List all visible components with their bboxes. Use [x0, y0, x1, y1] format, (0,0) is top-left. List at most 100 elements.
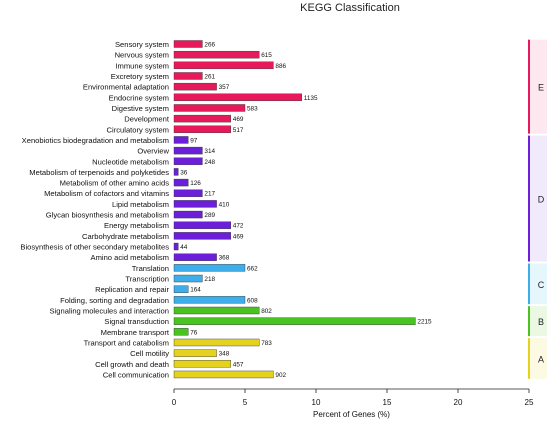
category-label: Environmental adaptation [83, 83, 169, 92]
category-label: Amino acid metabolism [91, 253, 170, 262]
category-label: Glycan biosynthesis and metabolism [46, 211, 169, 220]
bar [173, 72, 203, 80]
bar [173, 317, 416, 325]
bar [173, 136, 189, 144]
count-label: 314 [204, 148, 215, 155]
count-label: 608 [247, 297, 258, 304]
count-label: 469 [233, 233, 244, 240]
group-band-a [529, 338, 547, 379]
count-label: 783 [261, 340, 272, 347]
group-band-b [529, 306, 547, 337]
category-label: Endocrine system [109, 93, 169, 102]
category-label: Cell communication [103, 370, 169, 379]
category-label: Translation [132, 264, 169, 273]
count-label: 44 [180, 244, 188, 251]
group-label-b: B [538, 317, 544, 327]
bar [173, 114, 231, 123]
bar [173, 264, 246, 272]
count-label: 357 [219, 84, 230, 91]
group-label-a: A [538, 354, 544, 364]
x-tick-label: 10 [312, 398, 321, 407]
count-label: 410 [219, 201, 230, 208]
count-label: 76 [190, 329, 198, 336]
category-label: Cell motility [130, 349, 169, 358]
category-label: Sensory system [115, 40, 169, 49]
chart-title: KEGG Classification [300, 2, 400, 14]
group-band-d [529, 135, 547, 262]
category-label: Transcription [125, 275, 169, 284]
count-label: 126 [190, 180, 201, 187]
count-label: 248 [204, 159, 215, 166]
bar [173, 285, 189, 293]
count-label: 97 [190, 137, 198, 144]
bar [173, 360, 231, 368]
count-label: 368 [219, 255, 230, 262]
x-tick-label: 5 [243, 398, 248, 407]
group-label-d: D [538, 195, 545, 205]
category-label: Signaling molecules and interaction [50, 307, 169, 316]
count-label: 886 [275, 63, 286, 70]
category-label: Biosynthesis of other secondary metaboli… [20, 243, 169, 252]
x-axis-label: Percent of Genes (%) [313, 410, 390, 419]
count-label: 261 [204, 73, 215, 80]
category-label: Membrane transport [101, 328, 170, 337]
category-label: Overview [137, 147, 169, 156]
count-label: 902 [275, 372, 286, 379]
group-label-c: C [538, 280, 545, 290]
x-tick-label: 0 [172, 398, 177, 407]
category-label: Lipid metabolism [112, 200, 169, 209]
category-label: Nervous system [115, 51, 169, 60]
category-label: Replication and repair [95, 285, 169, 294]
category-label: Circulatory system [107, 125, 169, 134]
x-tick-label: 25 [525, 398, 534, 407]
bar [173, 157, 203, 165]
category-label: Transport and catabolism [84, 338, 169, 347]
category-label: Metabolism of other amino acids [60, 179, 170, 188]
bar [173, 146, 203, 155]
bar [173, 61, 274, 70]
bar [173, 93, 303, 102]
bar [173, 370, 274, 379]
count-label: 472 [233, 223, 244, 230]
count-label: 802 [261, 308, 272, 315]
category-label: Folding, sorting and degradation [60, 296, 169, 305]
bar [173, 125, 231, 133]
bar [173, 82, 217, 91]
bar [173, 50, 260, 59]
bar [173, 232, 231, 240]
bar [173, 221, 231, 229]
bar [173, 242, 179, 251]
bar [173, 328, 189, 336]
count-label: 348 [219, 351, 230, 358]
group-band-e [529, 39, 547, 134]
category-label: Development [124, 115, 170, 124]
bar [173, 306, 260, 315]
count-label: 164 [190, 287, 201, 294]
count-label: 217 [204, 191, 215, 198]
bar [173, 274, 203, 283]
category-label: Signal transduction [104, 317, 169, 326]
category-label: Digestive system [112, 104, 169, 113]
count-label: 36 [180, 169, 188, 176]
bar [173, 200, 217, 208]
count-label: 457 [233, 361, 244, 368]
x-tick-label: 15 [383, 398, 392, 407]
category-label: Metabolism of terpenoids and polyketides [29, 168, 169, 177]
count-label: 1135 [304, 95, 318, 102]
category-label: Xenobiotics biodegradation and metabolis… [22, 136, 169, 145]
bar [173, 210, 203, 219]
bar [173, 104, 246, 112]
count-label: 583 [247, 105, 258, 112]
count-label: 517 [233, 127, 244, 134]
category-label: Energy metabolism [104, 221, 169, 230]
bar [173, 296, 246, 304]
bar [173, 178, 189, 187]
count-label: 218 [204, 276, 215, 283]
group-band-c [529, 263, 547, 305]
category-label: Excretory system [111, 72, 169, 81]
category-label: Metabolism of cofactors and vitamins [44, 189, 169, 198]
bar [173, 253, 217, 261]
count-label: 615 [261, 52, 272, 59]
x-tick-label: 20 [454, 398, 463, 407]
